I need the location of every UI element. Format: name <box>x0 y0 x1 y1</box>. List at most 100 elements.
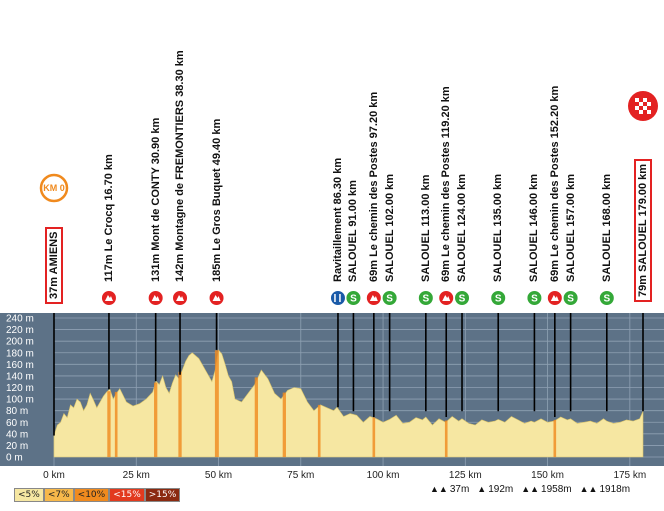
sprint-s-icon: S <box>495 294 502 305</box>
sprint-badge-icon <box>490 290 507 306</box>
steep-segment <box>114 391 118 457</box>
elevation-stat-value: 1918m <box>599 484 631 495</box>
mountain-icon <box>176 295 185 301</box>
y-tick-label: 0 m <box>6 453 23 464</box>
mountain-stat-icon: ▲▲ <box>521 484 540 494</box>
elevation-stat-value: 1958m <box>541 484 572 495</box>
mountain-stat-icon: ▲▲ <box>579 484 598 494</box>
finish-flag-square <box>635 98 639 102</box>
sprint-badge-icon <box>562 290 579 306</box>
start-label: 37m AMIENS <box>45 226 63 304</box>
feed-badge-icon <box>329 290 346 306</box>
sprint-badge-icon <box>598 290 615 306</box>
y-tick-label: 40 m <box>6 429 28 440</box>
x-tick-label: 125 km <box>449 470 482 481</box>
y-tick-label: 240 m <box>6 314 34 325</box>
waypoint-label: 131m Mont de CONTY 30.90 km <box>149 117 162 282</box>
elevation-stat: ▲▲ 37m <box>430 484 469 495</box>
mountain-icon <box>151 295 160 301</box>
sprint-s-icon: S <box>603 294 610 305</box>
finish-flag-square <box>643 106 647 110</box>
waypoint-label: 69m Le chemin des Postes 119.20 km <box>440 86 453 282</box>
elevation-stat: ▲ 192m <box>477 484 513 495</box>
finish-flag-square <box>643 98 647 102</box>
km0-badge-icon <box>39 173 69 203</box>
mountain-icon <box>550 295 559 301</box>
x-tick-label: 150 km <box>531 470 564 481</box>
waypoint-label: SALOUEL 146.00 km <box>528 173 541 282</box>
mountain-icon <box>212 295 221 301</box>
waypoint-label: SALOUEL 113.00 km <box>419 174 432 282</box>
y-tick-label: 160 m <box>6 360 34 371</box>
sprint-s-icon: S <box>567 294 574 305</box>
waypoint-label: 185m Le Gros Buquet 49.40 km <box>210 118 223 282</box>
y-tick-label: 80 m <box>6 406 28 417</box>
y-tick-label: 100 m <box>6 395 34 406</box>
waypoint-label: 117m Le Crocq 16.70 km <box>102 154 115 282</box>
waypoint-label: SALOUEL 157.00 km <box>564 173 577 282</box>
waypoint-label: SALOUEL 91.00 km <box>347 180 360 282</box>
cutlery-icon <box>334 294 341 302</box>
finish-flag-square <box>647 102 651 106</box>
sprint-badge-icon <box>345 290 362 306</box>
gradient-legend: <5% <7% <10% <15% >15% <box>14 488 181 502</box>
finish-flag-square <box>639 102 643 106</box>
mountain-stat-icon: ▲ <box>477 484 487 494</box>
steep-segment <box>214 350 219 457</box>
steep-segment <box>154 382 158 457</box>
steep-segment <box>254 377 259 457</box>
sprint-badge-icon <box>381 290 398 306</box>
gradient-legend-item: <15% <box>109 488 145 502</box>
sprint-s-icon: S <box>459 294 466 305</box>
mountain-icon <box>442 295 451 301</box>
elevation-stat-value: 37m <box>449 484 470 495</box>
sprint-s-icon: S <box>422 294 429 305</box>
waypoint-label: SALOUEL 168.00 km <box>600 173 613 282</box>
gradient-legend-item: <5% <box>14 488 44 502</box>
x-tick-label: 0 km <box>43 470 65 481</box>
steep-segment <box>282 392 286 457</box>
waypoint-label: SALOUEL 124.00 km <box>456 173 469 282</box>
finish-flag-square <box>639 110 643 114</box>
waypoint-label: SALOUEL 102.00 km <box>383 173 396 282</box>
steep-segment <box>444 420 448 457</box>
steep-segment <box>107 391 111 457</box>
waypoint-label: 69m Le chemin des Postes 152.20 km <box>548 85 561 282</box>
finish-flag-square <box>647 110 651 114</box>
elevation-stat: ▲▲ 1918m <box>580 484 630 495</box>
y-tick-label: 20 m <box>6 441 28 452</box>
sprint-badge-icon <box>526 290 543 306</box>
sprint-s-icon: S <box>531 294 538 305</box>
y-tick-label: 120 m <box>6 383 34 394</box>
mountain-icon <box>104 295 113 301</box>
sprint-s-icon: S <box>386 294 393 305</box>
steep-segment <box>553 419 557 457</box>
y-tick-label: 60 m <box>6 418 28 429</box>
gradient-legend-item: <7% <box>43 488 74 502</box>
x-tick-label: 75 km <box>287 470 314 481</box>
waypoint-label: 69m Le chemin des Postes 97.20 km <box>367 91 380 282</box>
elevation-stat: ▲▲ 1958m <box>521 484 571 495</box>
y-tick-label: 200 m <box>6 337 34 348</box>
waypoint-label: 142m Montagne de FREMONTIERS 38.30 km <box>174 50 187 282</box>
x-tick-label: 100 km <box>367 470 400 481</box>
x-tick-label: 175 km <box>613 470 646 481</box>
y-tick-label: 180 m <box>6 348 34 359</box>
elevation-stat-value: 192m <box>488 484 514 495</box>
mountain-icon <box>369 295 378 301</box>
x-tick-label: 25 km <box>123 470 150 481</box>
gradient-legend-item: >15% <box>144 488 181 502</box>
finish-flag-square <box>635 106 639 110</box>
x-tick-label: 50 km <box>205 470 232 481</box>
finish-label: 79m SALOUEL 179.00 km <box>634 158 652 302</box>
gradient-legend-item: <10% <box>73 488 110 502</box>
axis-band <box>0 466 664 490</box>
elevation-stats: ▲▲ 37m ▲ 192m ▲▲ 1958m ▲▲ 1918m <box>430 484 638 495</box>
waypoint-label: Ravitaillement 86.30 km <box>331 157 344 282</box>
steep-segment <box>317 404 321 457</box>
steep-segment <box>372 417 376 457</box>
sprint-s-icon: S <box>350 294 357 305</box>
sprint-badge-icon <box>454 290 471 306</box>
